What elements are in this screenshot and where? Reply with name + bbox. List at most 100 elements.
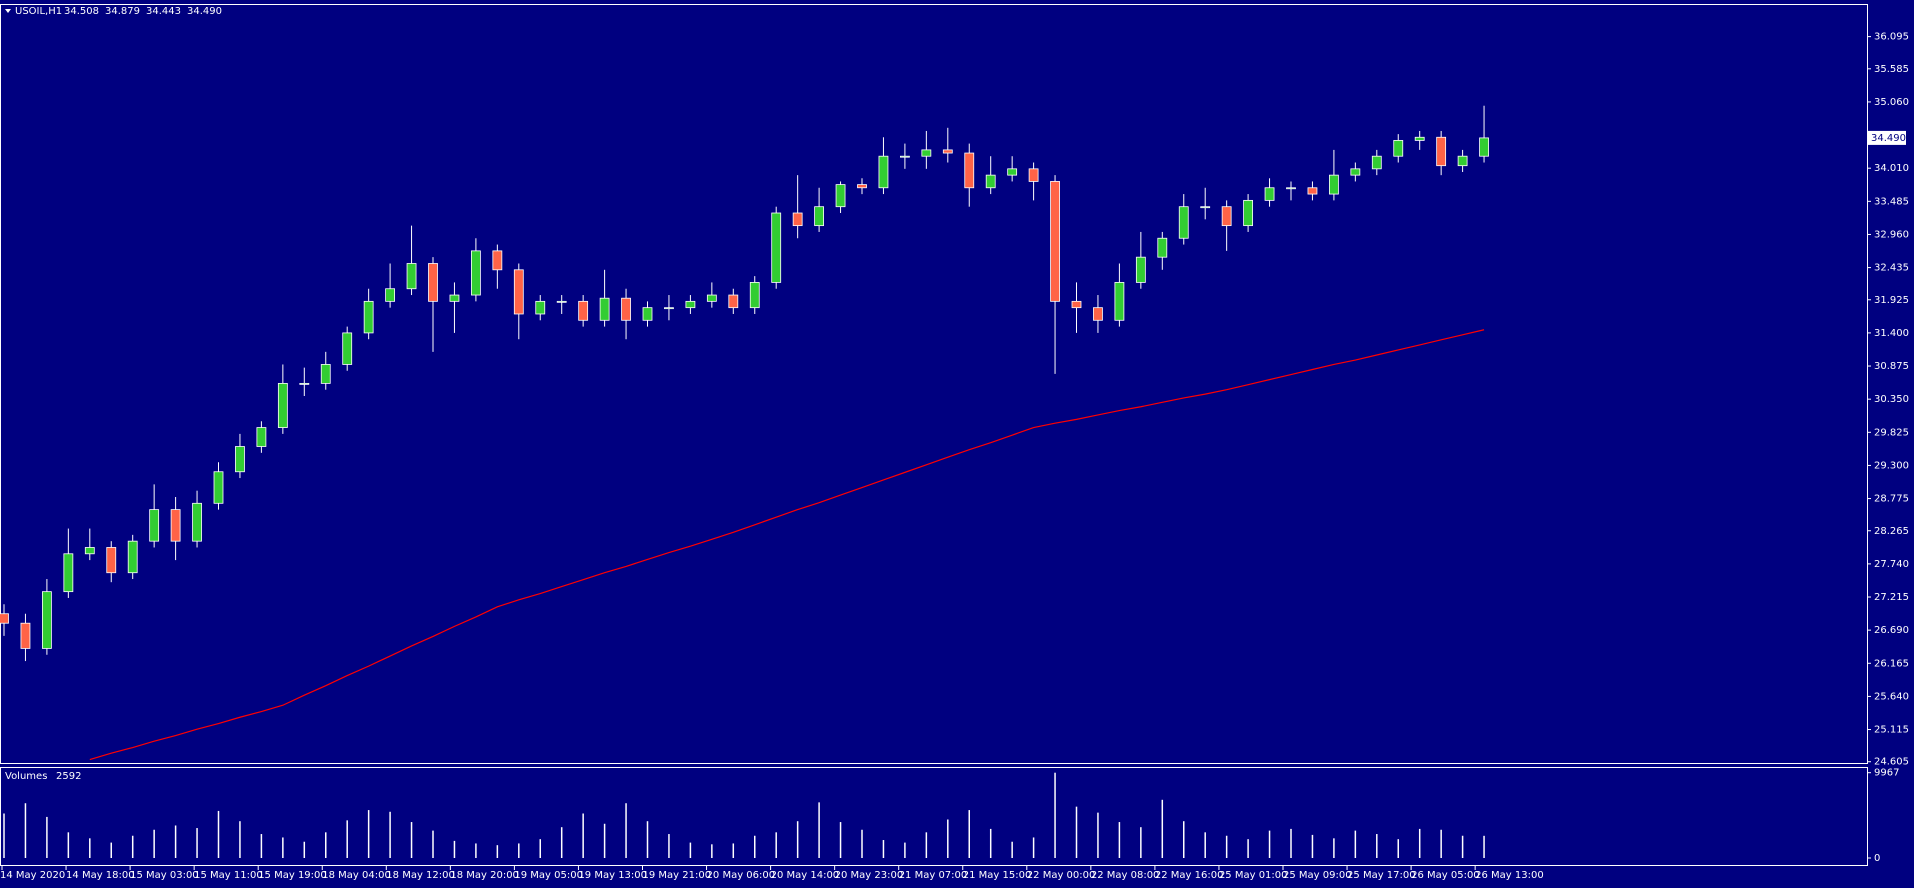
- volume-tick-label: 0: [1874, 853, 1880, 864]
- x-tick-label: 21 May 15:00: [963, 870, 1032, 881]
- volume-title: Volumes: [5, 771, 47, 782]
- candle-body: [578, 300, 589, 321]
- price-label: 34.490: [1871, 133, 1906, 144]
- candle-body: [685, 300, 696, 309]
- y-tick-label: 29.300: [1874, 460, 1909, 471]
- candle-body: [277, 382, 288, 428]
- x-tick-label: 19 May 21:00: [643, 870, 712, 881]
- candle-body: [213, 471, 224, 504]
- y-tick-label: 28.265: [1874, 526, 1909, 537]
- candle-body: [1329, 174, 1339, 195]
- y-tick-label: 30.350: [1874, 394, 1909, 405]
- candle-body: [749, 282, 760, 309]
- candle-body: [942, 149, 953, 154]
- candle-body: [1350, 168, 1361, 176]
- x-tick-label: 22 May 08:00: [1091, 870, 1160, 881]
- candle-body: [406, 263, 417, 290]
- candle-body: [84, 547, 95, 555]
- candle-body: [170, 509, 181, 542]
- candle-body: [878, 155, 889, 189]
- candle-body: [599, 297, 610, 321]
- candle-body: [621, 297, 631, 321]
- candle-body: [642, 307, 653, 321]
- candle-body: [1178, 206, 1189, 239]
- candle-body: [1457, 155, 1468, 167]
- volume-current: 2592: [56, 771, 81, 782]
- y-tick-label: 26.690: [1874, 625, 1909, 636]
- candle-body: [320, 364, 331, 384]
- candle-body: [1200, 206, 1211, 209]
- candle-body: [556, 300, 567, 303]
- candle-body: [1393, 140, 1404, 157]
- y-tick-label: 27.215: [1874, 592, 1909, 603]
- candle-body: [428, 263, 438, 302]
- price-panel-frame: [0, 4, 1868, 764]
- x-tick-label: 18 May 12:00: [386, 870, 455, 881]
- candle-body: [985, 174, 996, 189]
- candle-body: [1479, 137, 1489, 157]
- x-tick-label: 20 May 23:00: [835, 870, 904, 881]
- candle-body: [363, 300, 374, 334]
- x-tick-label: 26 May 13:00: [1475, 870, 1544, 881]
- x-tick-label: 18 May 20:00: [450, 870, 519, 881]
- candle-body: [771, 212, 782, 283]
- y-tick-label: 35.585: [1874, 64, 1909, 75]
- x-tick-label: 15 May 19:00: [258, 870, 327, 881]
- candle-body: [1071, 300, 1082, 309]
- candle-body: [1286, 187, 1296, 190]
- header-open: 34.508: [64, 6, 99, 17]
- x-tick-label: 25 May 01:00: [1219, 870, 1288, 881]
- candle-body: [1050, 181, 1060, 302]
- x-tick-label: 21 May 07:00: [899, 870, 968, 881]
- y-tick-label: 36.095: [1874, 32, 1909, 43]
- x-tick-label: 25 May 09:00: [1283, 870, 1352, 881]
- candle-body: [835, 184, 846, 208]
- candle-body: [1414, 136, 1425, 141]
- x-tick-label: 26 May 05:00: [1411, 870, 1480, 881]
- candle-body: [106, 547, 117, 574]
- candle-body: [1264, 187, 1275, 201]
- symbol: USOIL,H1: [15, 6, 62, 17]
- candle-body: [42, 591, 52, 649]
- header-high: 34.879: [105, 6, 140, 17]
- candle-body: [1114, 282, 1125, 321]
- candle-body: [299, 382, 310, 385]
- price-label-box: [1868, 130, 1906, 145]
- candle-body: [1221, 206, 1232, 227]
- y-tick-label: 28.775: [1874, 494, 1909, 505]
- candle-body: [385, 288, 396, 302]
- candle-body: [1307, 187, 1318, 195]
- candle-body: [256, 427, 267, 447]
- candle-body: [235, 446, 245, 473]
- collapse-icon[interactable]: [5, 9, 11, 13]
- candle-body: [342, 332, 353, 365]
- candle-body: [63, 553, 74, 593]
- y-tick-label: 25.640: [1874, 691, 1909, 702]
- candle-body: [1371, 155, 1382, 170]
- candle-body: [127, 540, 138, 574]
- candle-body: [20, 622, 31, 649]
- candle-body: [1243, 199, 1253, 227]
- x-tick-label: 15 May 11:00: [194, 870, 263, 881]
- candle-body: [1135, 256, 1146, 283]
- y-tick-label: 33.485: [1874, 196, 1909, 207]
- x-tick-label: 20 May 06:00: [707, 870, 776, 881]
- volume-tick-label: 9967: [1874, 768, 1899, 779]
- candle-body: [470, 250, 481, 296]
- candle-body: [792, 212, 803, 227]
- y-tick-label: 32.435: [1874, 263, 1909, 274]
- candle-body: [857, 184, 867, 189]
- y-tick-label: 31.925: [1874, 295, 1909, 306]
- candle-body: [1157, 237, 1168, 258]
- candle-body: [535, 300, 546, 315]
- x-tick-label: 19 May 05:00: [514, 870, 583, 881]
- candle-body: [192, 502, 202, 542]
- candle-body: [1007, 168, 1018, 176]
- y-tick-label: 34.010: [1874, 163, 1909, 174]
- x-tick-label: 22 May 16:00: [1155, 870, 1224, 881]
- candle-body: [814, 206, 824, 227]
- x-tick-label: 14 May 2020: [0, 870, 65, 881]
- x-tick-label: 22 May 00:00: [1027, 870, 1096, 881]
